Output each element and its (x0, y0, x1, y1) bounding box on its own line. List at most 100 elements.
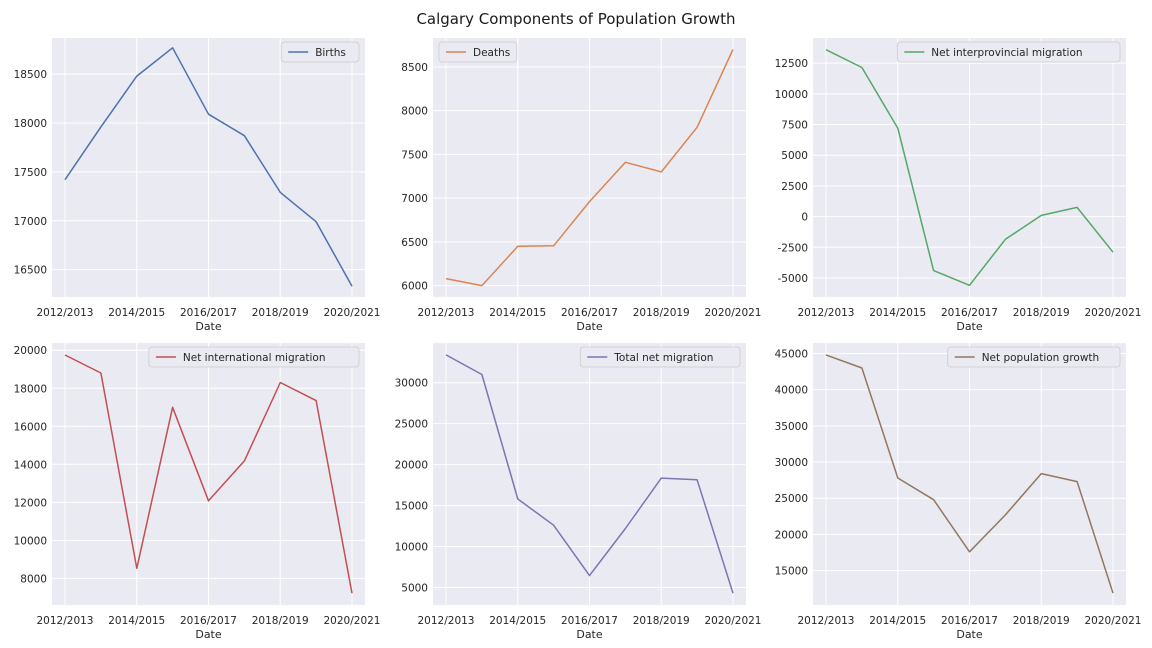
x-tick-label: 2020/2021 (705, 615, 762, 627)
x-tick-label: 2018/2019 (252, 307, 309, 319)
subplot-5: 2012/2013 2014/2015 2016/2017 2018/2019 2020… (395, 343, 762, 641)
x-tick-label: 2016/2017 (561, 615, 618, 627)
y-tick-label: 15000 (395, 501, 428, 513)
y-tick-label: 16000 (14, 421, 47, 433)
x-tick-label: 2014/2015 (489, 615, 546, 627)
x-tick-label: 2014/2015 (108, 307, 165, 319)
subplots-grid: 2012/2013 2014/2015 2016/2017 2018/2019 2020… (14, 38, 1142, 641)
x-axis-label: Date (956, 628, 983, 641)
y-tick-label: 45000 (775, 348, 808, 360)
subplot-2: 2012/2013 2014/2015 2016/2017 2018/2019 2020… (401, 38, 761, 333)
x-tick-label: 2014/2015 (869, 615, 926, 627)
x-tick-label: 2018/2019 (633, 615, 690, 627)
x-tick-label: 2012/2013 (418, 307, 475, 319)
legend: Births (280, 41, 360, 63)
y-tick-label: 25000 (395, 419, 428, 431)
x-tick-label: 2012/2013 (798, 307, 855, 319)
x-tick-label: 2016/2017 (941, 307, 998, 319)
y-tick-label: 2500 (781, 181, 808, 193)
x-tick-label: 2016/2017 (941, 615, 998, 627)
y-tick-label: 5000 (781, 150, 808, 162)
y-tick-label: -5000 (777, 273, 808, 285)
series-line-deaths (445, 49, 734, 287)
y-tick-label: 7000 (401, 193, 428, 205)
x-tick-label: 2014/2015 (108, 615, 165, 627)
subplot-6: 2012/2013 2014/2015 2016/2017 2018/2019 2020… (775, 343, 1141, 641)
legend: Net international migration (148, 346, 360, 368)
x-tick-label: 2016/2017 (180, 615, 237, 627)
legend: Net population growth (947, 346, 1121, 368)
legend-label: Net international migration (183, 352, 326, 364)
chart-title: Calgary Components of Population Growth (416, 10, 735, 28)
y-tick-label: 12500 (775, 58, 808, 70)
legend-box (280, 41, 360, 63)
y-tick-label: 40000 (775, 385, 808, 397)
y-tick-label: 10000 (775, 89, 808, 101)
legend-label: Total net migration (613, 352, 713, 364)
y-tick-label: 20000 (775, 529, 808, 541)
y-tick-label: 7500 (781, 120, 808, 132)
series-line-total-net-migration (445, 354, 734, 594)
series-line-net-population-growth (825, 354, 1114, 594)
x-tick-label: 2012/2013 (37, 615, 94, 627)
y-tick-label: 8000 (401, 106, 428, 118)
y-tick-label: 17000 (14, 216, 47, 228)
y-tick-label: 18000 (14, 118, 47, 130)
y-tick-label: 16500 (14, 265, 47, 277)
y-tick-label: 5000 (401, 582, 428, 594)
legend-label: Deaths (473, 47, 510, 59)
legend-box (896, 41, 1121, 63)
y-tick-label: 30000 (775, 457, 808, 469)
legend-box (438, 41, 518, 63)
y-tick-label: 20000 (14, 345, 47, 357)
y-tick-label: 15000 (775, 566, 808, 578)
y-tick-label: 6000 (401, 281, 428, 293)
series-line-net-international-migration (64, 354, 353, 594)
y-tick-label: 17500 (14, 167, 47, 179)
x-axis-label: Date (195, 628, 222, 641)
y-tick-label: 20000 (395, 460, 428, 472)
x-tick-label: 2018/2019 (1013, 615, 1070, 627)
legend-box (947, 346, 1121, 368)
x-axis-label: Date (576, 628, 603, 641)
y-tick-label: 8000 (20, 573, 47, 585)
y-tick-label: 0 (801, 212, 808, 224)
series-line-net-interprovincial-migration (825, 49, 1114, 287)
y-tick-label: 10000 (14, 535, 47, 547)
y-tick-label: 6500 (401, 237, 428, 249)
y-tick-label: 14000 (14, 459, 47, 471)
subplot-3: 2012/2013 2014/2015 2016/2017 2018/2019 2020… (775, 38, 1142, 333)
x-tick-label: 2018/2019 (252, 615, 309, 627)
y-tick-label: 8500 (401, 62, 428, 74)
x-tick-label: 2012/2013 (37, 307, 94, 319)
x-tick-label: 2012/2013 (798, 615, 855, 627)
x-tick-label: 2014/2015 (489, 307, 546, 319)
subplot-4: 2012/2013 2014/2015 2016/2017 2018/2019 2020… (14, 343, 381, 641)
x-tick-label: 2014/2015 (869, 307, 926, 319)
y-tick-label: 35000 (775, 421, 808, 433)
legend: Net interprovincial migration (896, 41, 1121, 63)
y-tick-label: 25000 (775, 493, 808, 505)
x-tick-label: 2020/2021 (324, 307, 381, 319)
y-tick-label: 7500 (401, 149, 428, 161)
subplot-1: 2012/2013 2014/2015 2016/2017 2018/2019 2020… (14, 38, 381, 333)
x-tick-label: 2020/2021 (1085, 307, 1142, 319)
legend-box (579, 346, 741, 368)
x-tick-label: 2020/2021 (324, 615, 381, 627)
legend: Total net migration (579, 346, 741, 368)
x-axis-label: Date (576, 320, 603, 333)
x-tick-label: 2020/2021 (705, 307, 762, 319)
y-tick-label: 10000 (395, 542, 428, 554)
x-tick-label: 2016/2017 (180, 307, 237, 319)
x-tick-label: 2018/2019 (1013, 307, 1070, 319)
x-tick-label: 2018/2019 (633, 307, 690, 319)
y-tick-label: 18500 (14, 69, 47, 81)
x-tick-label: 2016/2017 (561, 307, 618, 319)
legend: Deaths (438, 41, 518, 63)
y-tick-label: 30000 (395, 378, 428, 390)
series-line-births (64, 47, 353, 287)
x-axis-label: Date (195, 320, 222, 333)
legend-label: Net population growth (982, 352, 1100, 364)
legend-box (148, 346, 360, 368)
